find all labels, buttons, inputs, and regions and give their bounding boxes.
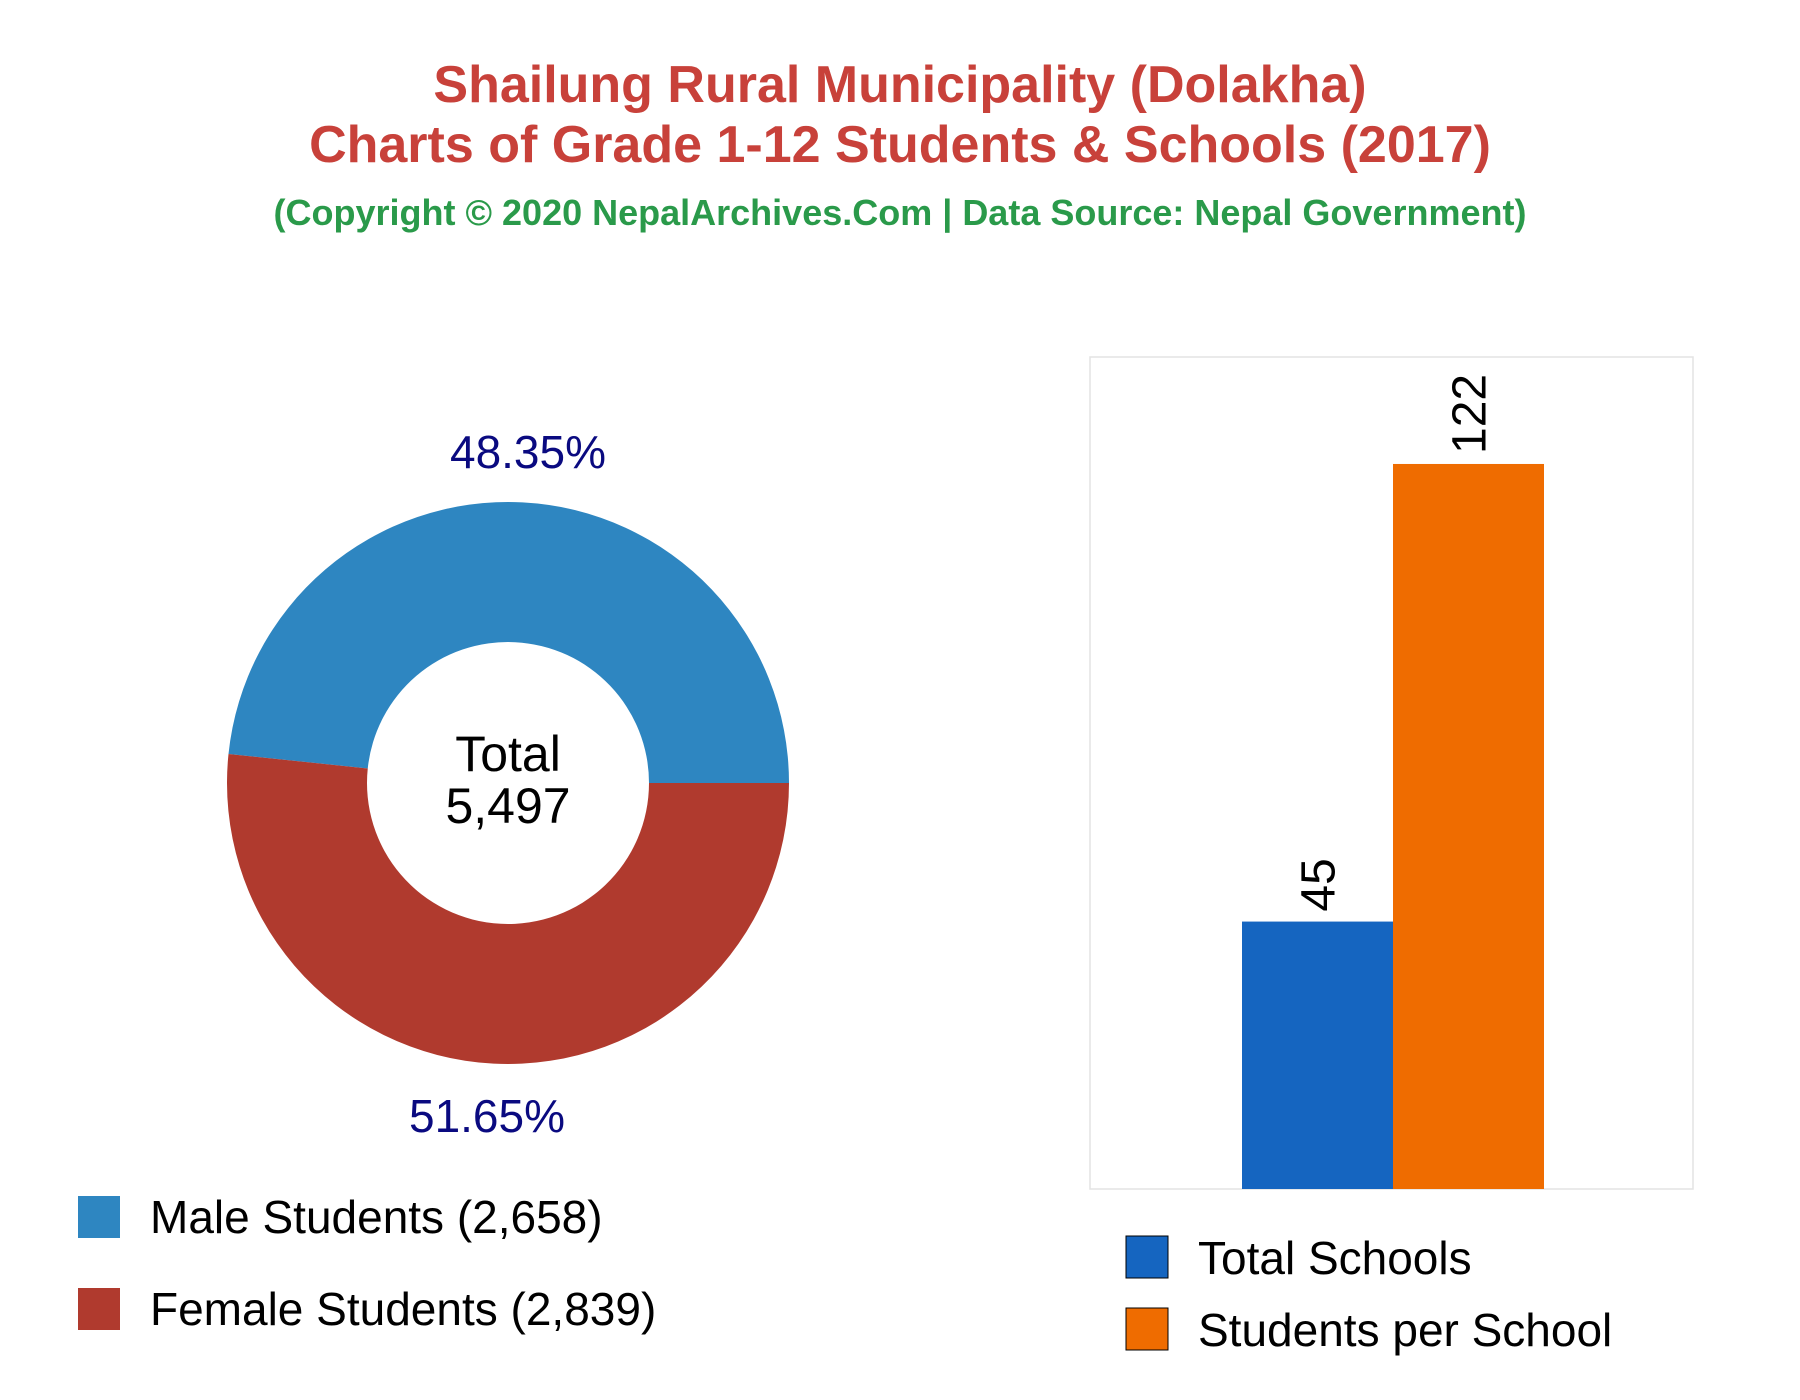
donut-center-label: Total bbox=[455, 726, 561, 782]
legend-swatch-students-per-school bbox=[1125, 1307, 1169, 1351]
donut-center-value: 5,497 bbox=[445, 778, 570, 834]
legend-swatch-male bbox=[78, 1196, 120, 1238]
chart-subtitle: (Copyright © 2020 NepalArchives.Com | Da… bbox=[273, 192, 1527, 233]
bar-students-per-school bbox=[1393, 463, 1544, 1189]
legend-label-male: Male Students (2,658) bbox=[150, 1191, 603, 1243]
bar-label-students-per-school: 122 bbox=[1444, 374, 1497, 454]
chart-title-line1: Shailung Rural Municipality (Dolakha) bbox=[433, 56, 1367, 114]
legend-swatch-female bbox=[78, 1288, 120, 1330]
male-percent-label: 48.35% bbox=[450, 426, 606, 478]
bar-total-schools bbox=[1242, 921, 1393, 1189]
legend-label-total-schools: Total Schools bbox=[1198, 1232, 1472, 1284]
bar-legend: Total Schools Students per School bbox=[1125, 1232, 1612, 1356]
legend-swatch-total-schools bbox=[1125, 1235, 1169, 1279]
legend-label-students-per-school: Students per School bbox=[1198, 1304, 1612, 1356]
donut-slice-male bbox=[228, 502, 790, 783]
donut-chart: 48.35% 51.65% Total 5,497 bbox=[227, 426, 790, 1142]
chart-title-line2: Charts of Grade 1-12 Students & Schools … bbox=[309, 116, 1491, 174]
donut-slice-female bbox=[227, 753, 789, 1065]
female-percent-label: 51.65% bbox=[409, 1090, 565, 1142]
bar-label-total-schools: 45 bbox=[1293, 858, 1346, 911]
donut-legend: Male Students (2,658) Female Students (2… bbox=[78, 1191, 656, 1335]
bar-chart: 45 122 bbox=[1089, 356, 1694, 1190]
legend-label-female: Female Students (2,839) bbox=[150, 1283, 656, 1335]
